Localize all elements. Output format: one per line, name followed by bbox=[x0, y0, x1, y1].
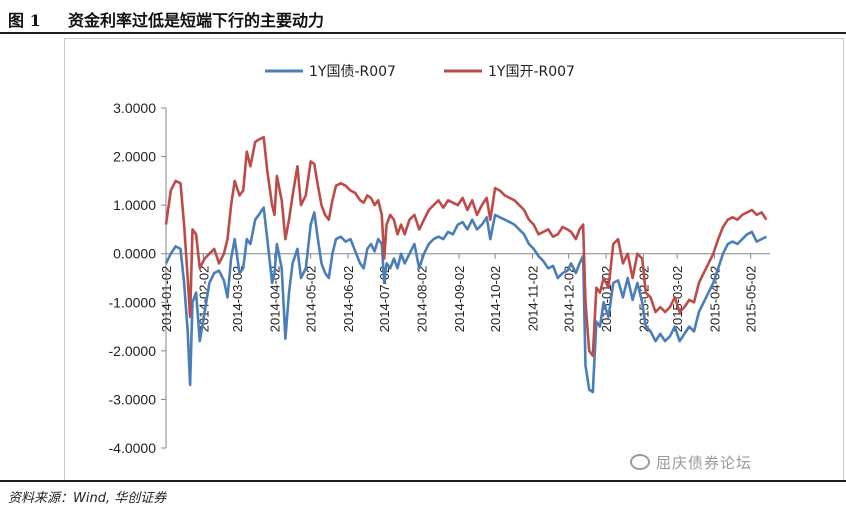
wechat-icon bbox=[630, 454, 650, 470]
x-tick-label: 2014-02-02 bbox=[196, 266, 211, 333]
x-tick-label: 2014-06-02 bbox=[341, 266, 356, 333]
legend-label-1: 1Y国债-R007 bbox=[309, 64, 396, 80]
series-line-2 bbox=[164, 135, 768, 357]
x-tick-label: 2014-11-02 bbox=[525, 266, 540, 332]
y-tick-label: 2.0000 bbox=[113, 149, 156, 165]
x-tick-label: 2014-05-02 bbox=[304, 266, 319, 333]
watermark-text: 屈庆债券论坛 bbox=[656, 454, 753, 472]
footer-divider bbox=[0, 480, 846, 482]
x-tick-label: 2015-02-02 bbox=[636, 266, 651, 333]
x-tick-label: 2014-01-02 bbox=[159, 266, 174, 333]
y-tick-label: 0.0000 bbox=[113, 246, 156, 262]
y-tick-label: -3.0000 bbox=[109, 391, 157, 407]
x-tick-label: 2014-10-02 bbox=[488, 266, 503, 333]
watermark: 屈庆债券论坛 bbox=[630, 452, 752, 473]
source-note: 资料来源：Wind, 华创证券 bbox=[8, 491, 167, 506]
y-tick-label: -4.0000 bbox=[109, 440, 157, 456]
y-tick-label: -2.0000 bbox=[109, 343, 157, 359]
x-tick-label: 2015-05-02 bbox=[744, 266, 759, 333]
series-line-1 bbox=[164, 206, 767, 394]
figure-title-bar: 图 1 资金利率过低是短端下行的主要动力 bbox=[0, 0, 846, 34]
y-tick-label: -1.0000 bbox=[109, 294, 157, 310]
x-tick-label: 2014-03-02 bbox=[230, 266, 245, 333]
legend-label-2: 1Y国开-R007 bbox=[488, 64, 575, 80]
x-tick-label: 2014-07-02 bbox=[377, 266, 392, 333]
x-tick-label: 2015-03-02 bbox=[670, 266, 685, 333]
line-chart: 3.0000 2.0000 1.0000 0.0000 -1.0000 -2.0000 -3… bbox=[109, 64, 770, 456]
figure-number: 图 1 bbox=[8, 11, 41, 30]
x-tick-label: 2014-09-02 bbox=[452, 266, 467, 333]
x-tick-label: 2014-08-02 bbox=[415, 266, 430, 333]
chart-frame bbox=[64, 38, 844, 481]
y-tick-label: 3.0000 bbox=[113, 100, 156, 116]
x-tick-label: 2014-12-02 bbox=[562, 266, 577, 333]
figure-title: 资金利率过低是短端下行的主要动力 bbox=[68, 11, 325, 30]
x-tick-label: 2015-04-02 bbox=[708, 266, 723, 333]
y-tick-label: 1.0000 bbox=[113, 197, 156, 213]
